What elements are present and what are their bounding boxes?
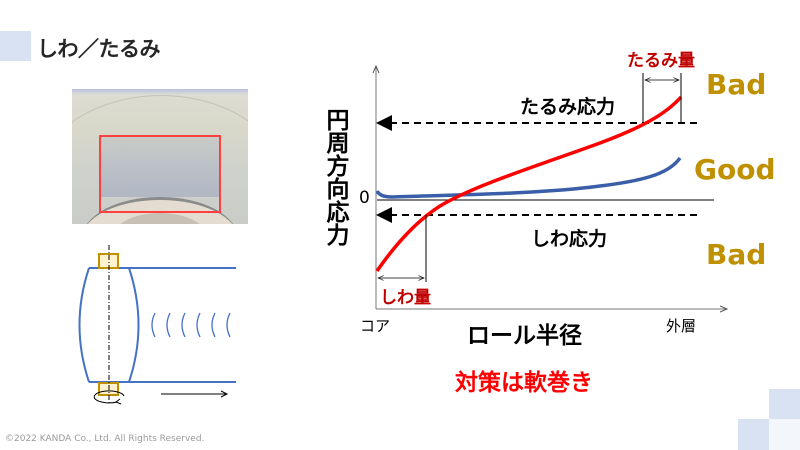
slack-stress-label: たるみ応力: [520, 96, 616, 118]
copyright: ©2022 KANDA Co., Ltd. All Rights Reserve…: [5, 434, 205, 444]
decor-square: [769, 419, 800, 450]
x-axis-label: ロール半径: [467, 323, 582, 349]
conclusion-text: 対策は軟巻き: [455, 370, 593, 396]
y-axis-label: 円周方向応力: [322, 108, 348, 246]
rotation-arrow-icon: [93, 390, 125, 404]
roll-photo: [72, 89, 248, 224]
title-accent-square: [0, 31, 31, 61]
wrinkle-stress-label: しわ応力: [531, 228, 608, 250]
bad-stress-curve: [375, 95, 683, 272]
decor-square: [738, 419, 769, 450]
zone-top-label: Bad: [706, 68, 767, 101]
slack-amount-label: たるみ量: [627, 51, 695, 71]
good-stress-curve: [375, 156, 682, 199]
wrinkle-highlight-box: [99, 135, 221, 213]
decor-square: [769, 389, 800, 419]
x-end-label: 外層: [666, 317, 697, 335]
wrinkle-marks: [151, 312, 231, 338]
zone-middle-label: Good: [694, 153, 776, 186]
x-start-label: コア: [360, 317, 391, 335]
zone-bottom-label: Bad: [706, 238, 767, 271]
wrinkle-amount-label: しわ量: [380, 288, 431, 308]
slide-title: しわ／たるみ: [37, 37, 161, 61]
zero-label: 0: [359, 188, 370, 208]
